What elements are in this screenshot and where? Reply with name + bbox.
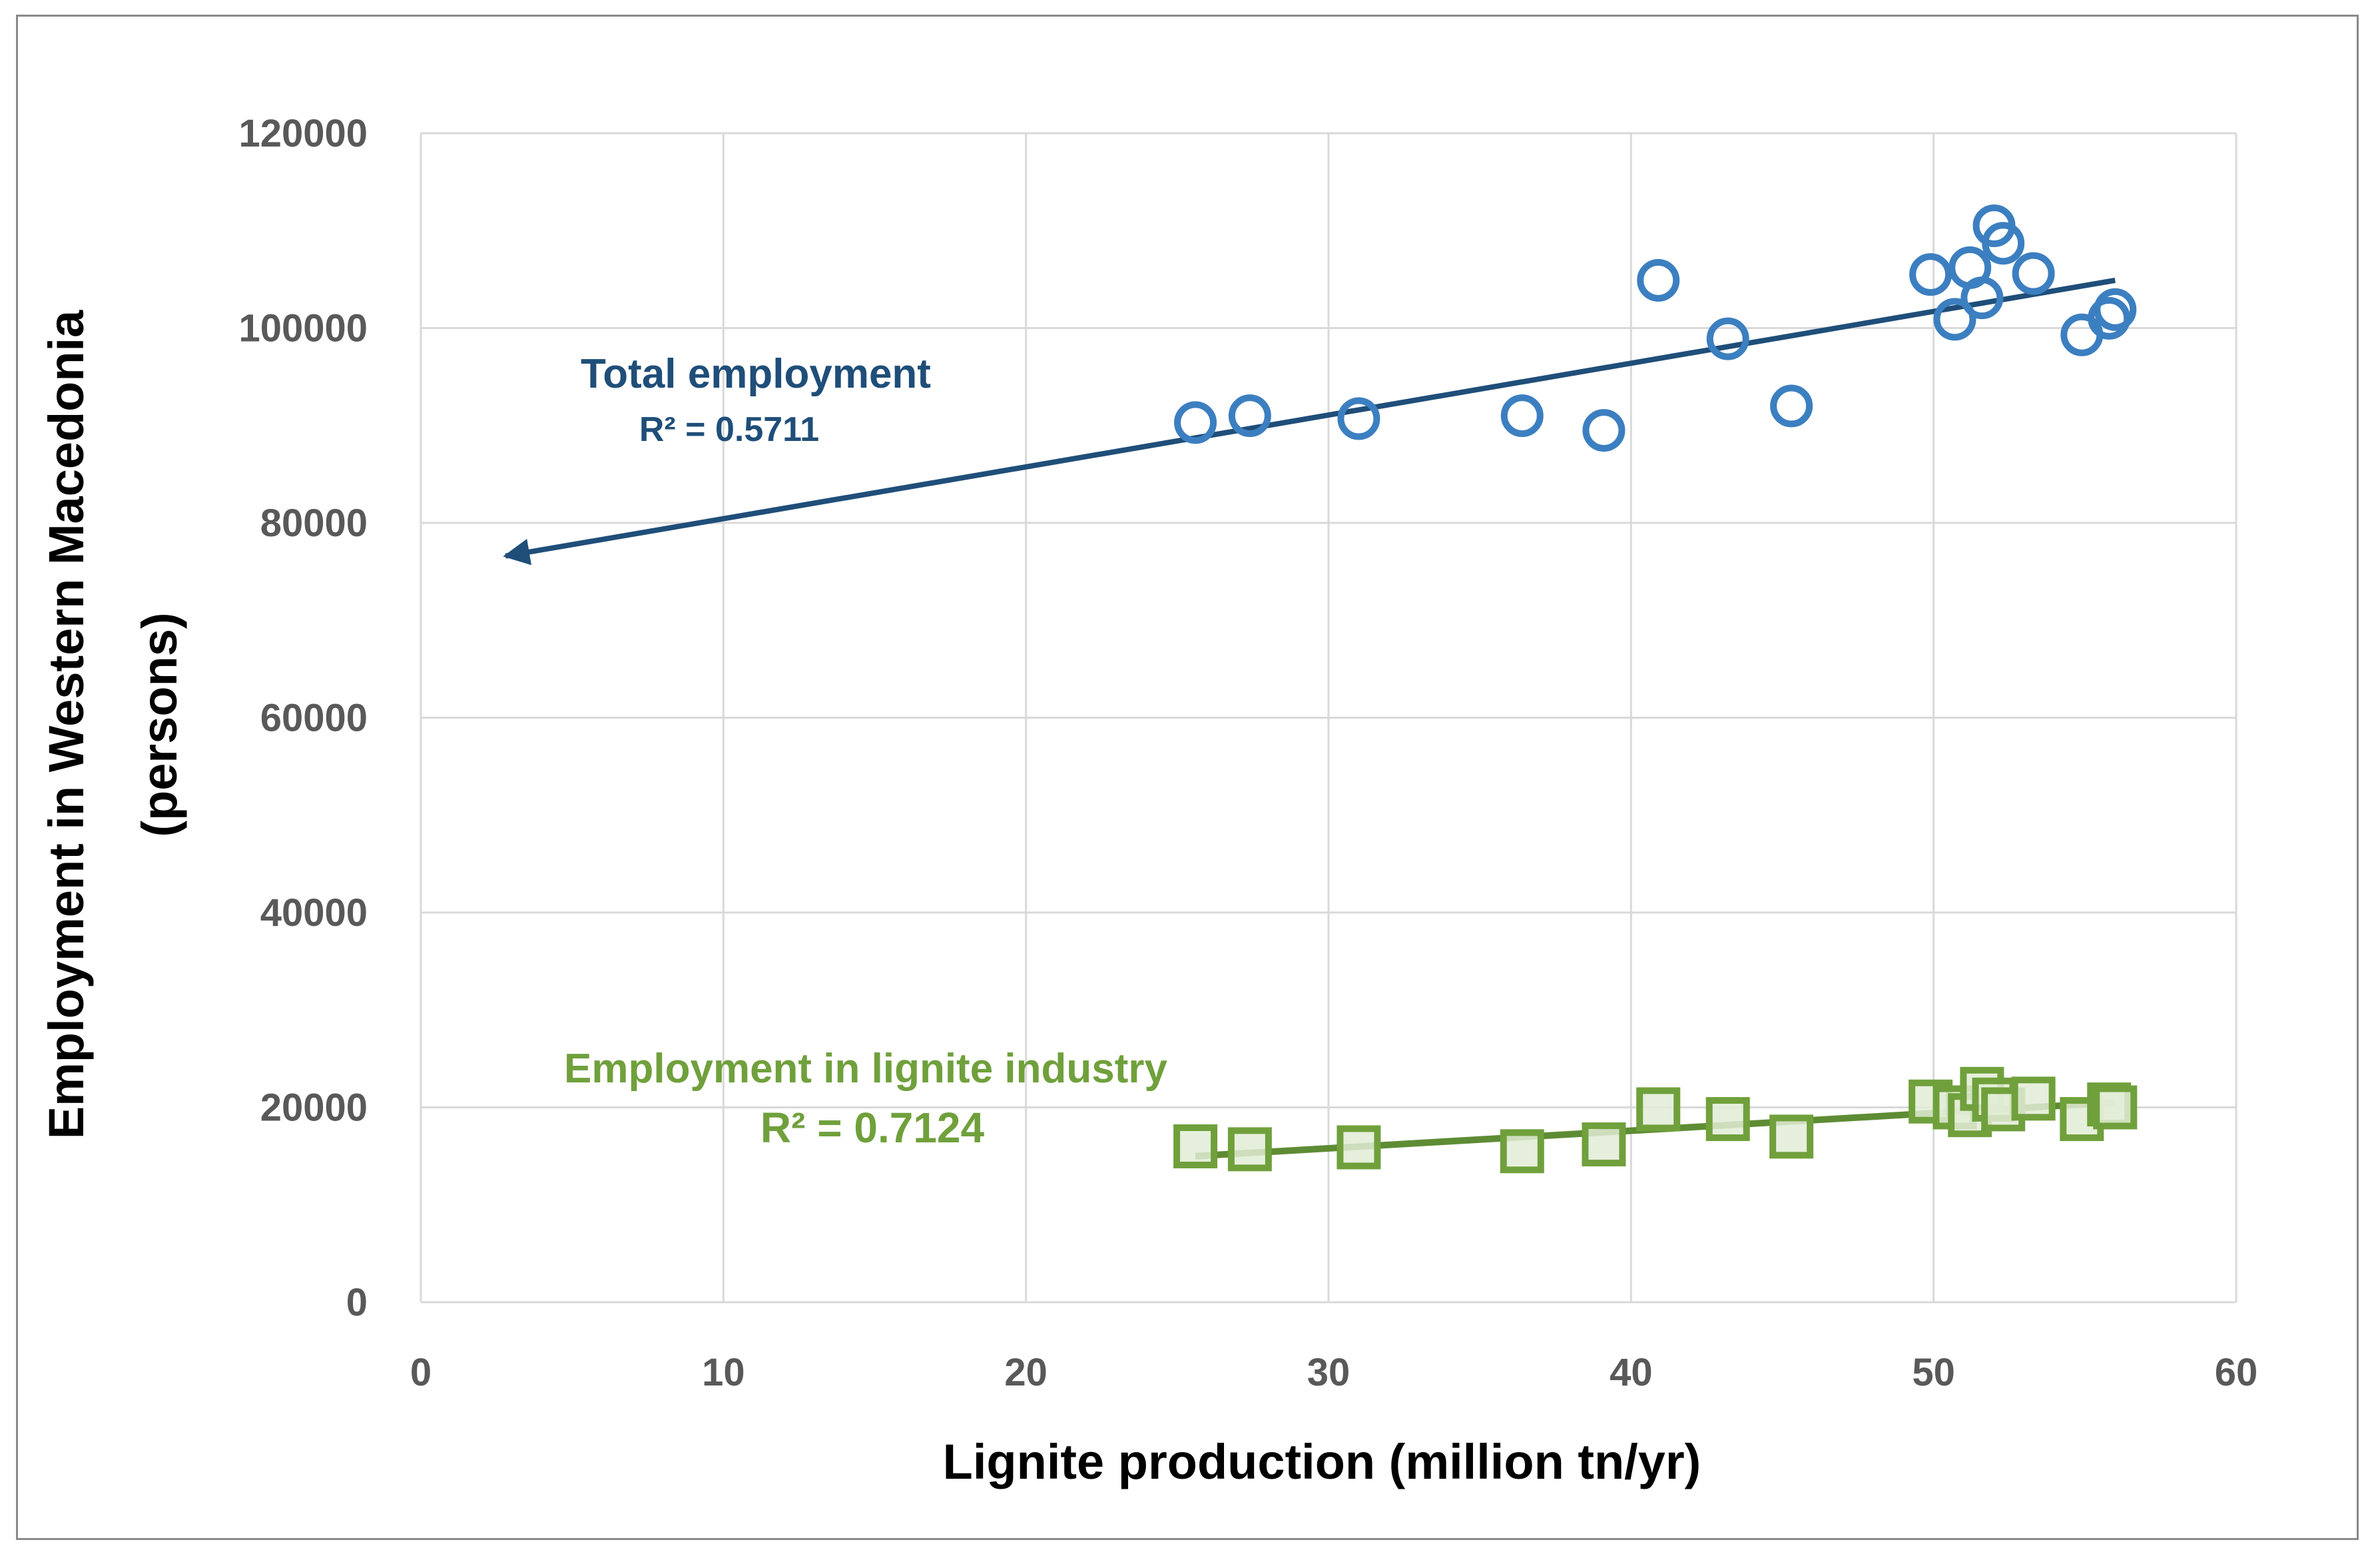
y-axis-title-line1: Employment in Western Macedonia [39,310,94,1139]
y-tick-label: 40000 [260,891,368,935]
total-employment-point [1770,384,1813,428]
total-employment-point [1228,394,1271,438]
lignite-employment-r2: R² = 0.7124 [760,1104,985,1152]
lignite-employment-point [1705,1097,1750,1142]
x-tick-label: 40 [1610,1351,1653,1394]
total-employment-point [1706,317,1749,360]
total-employment-point [1174,401,1217,444]
lignite-employment-label: Employment in lignite industry [564,1046,1167,1092]
x-tick-label: 60 [2215,1351,2258,1394]
lignite-employment-point [1769,1114,1814,1159]
lignite-employment-point [2093,1085,2138,1130]
total-employment-point [1500,394,1544,438]
total-employment-label: Total employment [581,351,931,397]
lignite-employment-point [1337,1125,1381,1170]
chart-frame [16,15,2359,1540]
total-employment-r2: R² = 0.5711 [639,410,819,449]
total-employment-point [1960,276,2004,320]
total-employment-point [1637,258,1680,302]
y-tick-label: 20000 [260,1086,368,1130]
x-axis-title: Lignite production (million tn/yr) [943,1434,1701,1489]
total-employment-point [1933,298,1976,341]
lignite-employment-point [1582,1122,1626,1167]
x-tick-label: 20 [1004,1351,1047,1394]
total-employment-trendline [503,277,2116,566]
total-employment-point [1337,397,1380,440]
x-axis-ticks: 0 10 20 30 40 50 60 [410,1351,2257,1394]
total-employment-point [1909,253,1952,296]
x-tick-label: 0 [410,1351,432,1394]
y-tick-label: 80000 [260,502,368,545]
y-tick-label: 0 [346,1281,368,1324]
lignite-employment-point [1500,1129,1544,1174]
data-points [1173,204,2138,1174]
total-employment-point [1982,222,2025,265]
x-tick-label: 30 [1307,1351,1350,1394]
y-tick-label: 120000 [238,112,368,155]
y-tick-label: 100000 [238,307,368,350]
total-employment-point [2094,288,2137,331]
y-tick-label: 60000 [260,697,368,740]
lignite-employment-point [2011,1076,2056,1121]
lignite-employment-point [1636,1087,1681,1132]
lignite-employment-point [1173,1124,1218,1168]
lignite-employment-point [1227,1127,1272,1172]
y-axis-title-line2: (persons) [132,612,187,837]
x-tick-label: 10 [702,1351,745,1394]
x-tick-label: 50 [1912,1351,1955,1394]
total-employment-point [1582,409,1626,452]
y-axis-ticks: 0 20000 40000 60000 80000 100000 120000 [238,112,368,1324]
total-employment-point [2012,252,2055,295]
